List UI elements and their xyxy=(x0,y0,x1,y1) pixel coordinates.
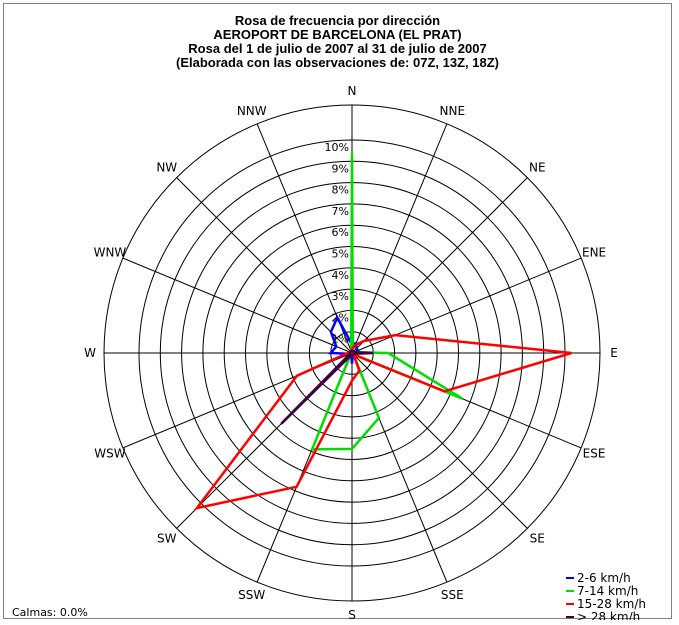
spoke-se xyxy=(351,352,528,529)
chart-frame: Rosa de frecuencia por dirección AEROPOR… xyxy=(3,3,672,620)
spoke-ne xyxy=(351,177,528,354)
direction-label-nne: NNE xyxy=(439,104,465,118)
direction-label-ene: ENE xyxy=(582,246,606,260)
direction-label-n: N xyxy=(348,84,357,98)
radial-tick-label: 7% xyxy=(332,205,349,218)
radial-tick-label: 10% xyxy=(325,141,349,154)
legend-entry: > 28 km/h xyxy=(577,610,640,620)
direction-label-wsw: WSW xyxy=(94,446,125,460)
direction-label-s: S xyxy=(348,608,356,620)
radial-tick-label: 3% xyxy=(332,290,349,303)
series-4-polygon xyxy=(280,349,374,425)
direction-label-sw: SW xyxy=(157,531,177,545)
wind-rose-chart: NNNENEENEEESESESSESSSWSWWSWWWNWNWNNW1%2%… xyxy=(84,84,646,620)
title-line-1: Rosa de frecuencia por dirección xyxy=(234,13,441,28)
spoke-nne xyxy=(351,123,448,354)
spoke-nnw xyxy=(256,123,353,354)
radial-tick-label: 9% xyxy=(332,162,349,175)
legend-entry: 2-6 km/h xyxy=(577,571,631,585)
calm-percentage: Calmas: 0.0% xyxy=(12,606,88,619)
direction-label-e: E xyxy=(610,346,618,360)
legend-entry: 7-14 km/h xyxy=(577,584,638,598)
title-line-2: AEROPORT DE BARCELONA (EL PRAT) xyxy=(213,27,462,42)
direction-label-nnw: NNW xyxy=(237,104,267,118)
direction-label-ese: ESE xyxy=(583,446,606,460)
radial-tick-label: 8% xyxy=(332,184,349,197)
spoke-ene xyxy=(351,257,582,354)
series-1-polygon xyxy=(328,314,360,364)
radial-tick-label: 6% xyxy=(332,226,349,239)
series-3-polygon xyxy=(193,333,572,511)
radial-tick-label: 5% xyxy=(332,248,349,261)
spoke-nw xyxy=(176,177,353,354)
radial-tick-label: 4% xyxy=(332,269,349,282)
direction-label-nw: NW xyxy=(156,161,177,175)
direction-label-wnw: WNW xyxy=(94,246,127,260)
direction-label-w: W xyxy=(84,346,96,360)
spoke-wnw xyxy=(122,257,353,354)
legend-entry: 15-28 km/h xyxy=(577,597,646,611)
title-line-3: Rosa del 1 de julio de 2007 al 31 de jul… xyxy=(188,41,487,56)
direction-label-ssw: SSW xyxy=(238,588,265,602)
title-line-4: (Elaborada con las observaciones de: 07Z… xyxy=(176,55,499,70)
chart-title: Rosa de frecuencia por dirección AEROPOR… xyxy=(4,14,671,70)
direction-label-se: SE xyxy=(530,531,545,545)
direction-label-sse: SSE xyxy=(441,588,464,602)
direction-label-ne: NE xyxy=(529,161,546,175)
